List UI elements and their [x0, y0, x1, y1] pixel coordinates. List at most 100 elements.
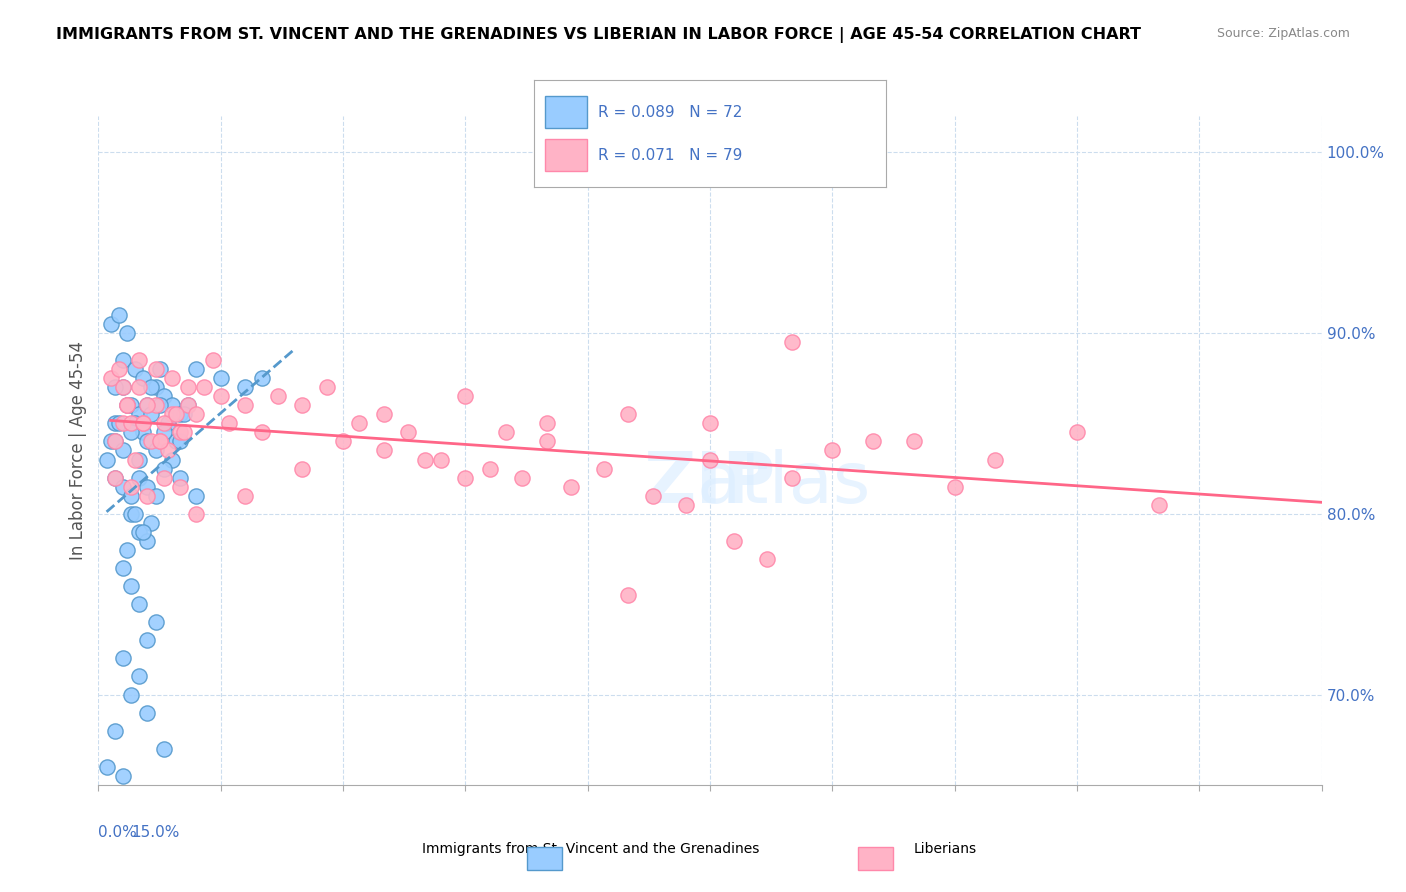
Point — [315, 380, 337, 394]
Point — [111, 651, 134, 665]
Point — [218, 417, 240, 431]
Point — [675, 498, 697, 512]
Point — [136, 533, 159, 548]
Point — [723, 533, 745, 548]
Point — [141, 516, 163, 530]
Point — [120, 480, 142, 494]
Point — [209, 389, 232, 403]
Point — [160, 398, 183, 412]
Point — [193, 380, 215, 394]
Point — [201, 353, 224, 368]
Text: R = 0.089   N = 72: R = 0.089 N = 72 — [598, 105, 742, 120]
Point — [617, 407, 640, 421]
Point — [149, 362, 172, 376]
Y-axis label: In Labor Force | Age 45-54: In Labor Force | Age 45-54 — [69, 341, 87, 560]
Point — [149, 398, 172, 412]
Point — [186, 489, 208, 503]
Point — [149, 434, 172, 449]
Point — [104, 470, 127, 484]
Point — [100, 371, 122, 385]
Point — [132, 425, 155, 440]
Bar — [544, 96, 586, 128]
Point — [169, 407, 191, 421]
Point — [128, 597, 150, 611]
Text: ZIP: ZIP — [644, 450, 776, 518]
Point — [115, 398, 138, 412]
Point — [145, 398, 167, 412]
Point — [124, 452, 146, 467]
Point — [984, 452, 1007, 467]
Point — [136, 489, 159, 503]
Point — [291, 398, 314, 412]
Point — [250, 371, 273, 385]
Point — [699, 452, 721, 467]
Point — [903, 434, 925, 449]
Point — [699, 417, 721, 431]
Point — [373, 407, 395, 421]
Point — [120, 688, 142, 702]
Point — [136, 398, 159, 412]
Point — [233, 380, 256, 394]
Point — [756, 552, 779, 566]
Point — [111, 561, 134, 575]
Point — [267, 389, 290, 403]
Point — [141, 434, 163, 449]
Point — [124, 362, 146, 376]
Point — [250, 425, 273, 440]
Point — [478, 461, 501, 475]
Point — [177, 398, 200, 412]
Point — [156, 417, 179, 431]
Point — [152, 425, 174, 440]
Point — [165, 434, 187, 449]
Point — [104, 434, 127, 449]
Point — [100, 434, 122, 449]
Point — [780, 334, 803, 349]
Point — [454, 470, 477, 484]
Point — [132, 417, 155, 431]
Point — [152, 741, 174, 756]
Point — [111, 443, 134, 458]
Point — [536, 434, 558, 449]
Text: atlas: atlas — [696, 450, 870, 518]
Point — [128, 669, 150, 683]
Point — [111, 480, 134, 494]
Point — [120, 507, 142, 521]
Point — [495, 425, 517, 440]
Point — [115, 398, 138, 412]
Point — [152, 417, 174, 431]
Point — [132, 371, 155, 385]
Point — [132, 524, 155, 539]
Point — [136, 398, 159, 412]
Point — [136, 633, 159, 648]
Point — [152, 389, 174, 403]
Point — [169, 470, 191, 484]
Point — [349, 417, 371, 431]
Point — [233, 398, 256, 412]
Point — [160, 452, 183, 467]
Point — [120, 398, 142, 412]
Point — [104, 434, 127, 449]
Point — [209, 371, 232, 385]
Point — [145, 443, 167, 458]
Point — [128, 452, 150, 467]
Point — [111, 417, 134, 431]
Point — [186, 362, 208, 376]
Text: IMMIGRANTS FROM ST. VINCENT AND THE GRENADINES VS LIBERIAN IN LABOR FORCE | AGE : IMMIGRANTS FROM ST. VINCENT AND THE GREN… — [56, 27, 1142, 43]
Point — [943, 480, 966, 494]
Text: R = 0.071   N = 79: R = 0.071 N = 79 — [598, 148, 742, 162]
Point — [128, 524, 150, 539]
Point — [104, 723, 127, 738]
Point — [332, 434, 354, 449]
Point — [115, 398, 138, 412]
Point — [120, 489, 142, 503]
Point — [821, 443, 844, 458]
Point — [132, 417, 155, 431]
Point — [156, 443, 179, 458]
Point — [165, 407, 187, 421]
Point — [173, 425, 195, 440]
Point — [111, 380, 134, 394]
Point — [641, 489, 664, 503]
Point — [100, 317, 122, 331]
Point — [111, 380, 134, 394]
Point — [291, 461, 314, 475]
